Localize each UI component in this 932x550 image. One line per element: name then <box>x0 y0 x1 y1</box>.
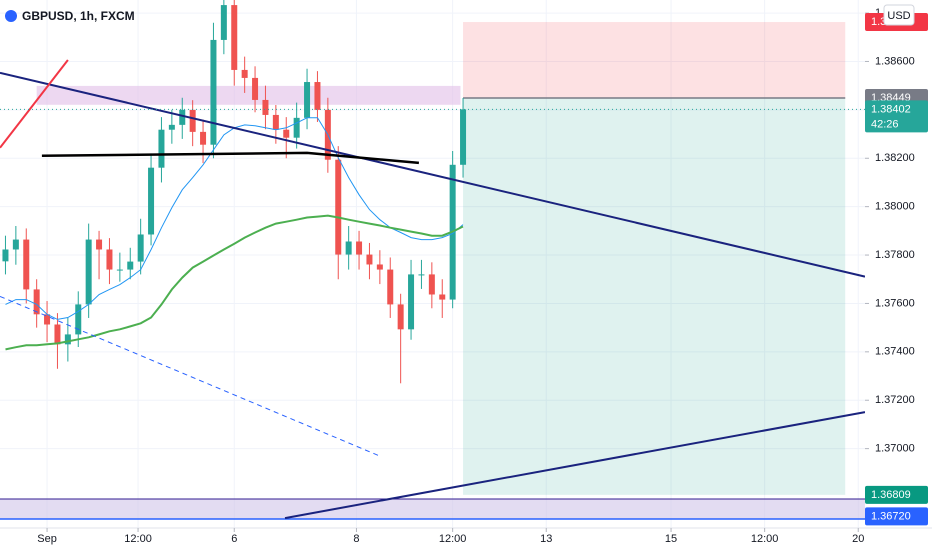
price-label: 1.36720 <box>871 510 911 522</box>
symbol-icon <box>5 10 17 22</box>
y-tick-label: 1.37000 <box>875 443 915 455</box>
candle-body <box>96 239 103 250</box>
candle-body <box>314 82 321 110</box>
x-tick-label: 15 <box>665 533 677 545</box>
candle-body <box>106 249 113 270</box>
candle-body <box>220 5 227 40</box>
candle-body <box>210 39 217 145</box>
candle-body <box>116 269 123 271</box>
trend-line <box>284 411 866 520</box>
candle-body <box>231 5 238 70</box>
countdown: 42:26 <box>871 118 899 130</box>
price-label-bg <box>865 100 928 133</box>
candle-body <box>127 261 134 270</box>
candle-body <box>272 114 279 130</box>
zone <box>36 85 461 105</box>
moving-average <box>5 214 464 351</box>
y-tick-label: 1.37800 <box>875 249 915 261</box>
candle-body <box>12 239 19 250</box>
currency-label: USD <box>887 10 910 22</box>
x-tick-label: 20 <box>852 533 864 545</box>
price-label: 1.38402 <box>871 103 911 115</box>
time-axis <box>0 528 865 550</box>
candle-body <box>168 124 175 130</box>
overlay: GBPUSD, 1h, FXCM USD <box>5 4 915 26</box>
y-tick-label: 1.38000 <box>875 201 915 213</box>
candle-body <box>158 129 165 168</box>
x-tick-label: 13 <box>540 533 552 545</box>
x-tick-label: 12:00 <box>124 533 152 545</box>
candle-body <box>304 82 311 118</box>
candle-body <box>137 234 144 262</box>
price-label-bg <box>865 485 928 504</box>
candle-body <box>64 334 71 345</box>
x-tick-label: 12:00 <box>439 533 467 545</box>
candle-body <box>54 324 61 345</box>
currency-button[interactable] <box>883 4 915 26</box>
y-tick-label: 1.37400 <box>875 346 915 358</box>
candle-body <box>252 77 259 100</box>
candle-body <box>408 274 415 330</box>
candle-body <box>345 241 352 255</box>
x-tick-label: 12:00 <box>751 533 779 545</box>
candle-body <box>85 239 92 305</box>
candle-body <box>387 269 394 305</box>
zone <box>0 498 865 520</box>
candle-body <box>293 117 300 138</box>
price-label: 1.36809 <box>871 489 911 501</box>
candle-body <box>33 289 40 315</box>
candle-body <box>241 69 248 78</box>
x-tick-label: 8 <box>353 533 359 545</box>
candle-body <box>418 274 425 276</box>
price-label-bg <box>865 507 928 526</box>
candle-body <box>148 167 155 235</box>
target-zone <box>463 98 846 495</box>
x-tick-label: Sep <box>37 533 57 545</box>
x-tick-label: 6 <box>231 533 237 545</box>
candle-body <box>262 99 269 115</box>
candle-body <box>2 249 9 262</box>
candle-body <box>335 159 342 255</box>
trend-line <box>0 59 69 149</box>
candle-body <box>376 264 383 270</box>
y-tick-label: 1.38600 <box>875 55 915 67</box>
candle-body <box>283 129 290 138</box>
candle-body <box>200 131 207 145</box>
trend-line <box>0 71 866 278</box>
y-tick-label: 1.37600 <box>875 297 915 309</box>
candle-body <box>356 241 363 255</box>
candle-body <box>189 109 196 132</box>
candle-body <box>44 314 51 325</box>
stop-zone <box>463 22 846 99</box>
chart-title: GBPUSD, 1h, FXCM <box>22 9 135 23</box>
candle-body <box>428 274 435 295</box>
candle-body <box>23 239 30 290</box>
candle-body <box>179 109 186 125</box>
candle-body <box>75 304 82 335</box>
y-tick-label: 1.37200 <box>875 394 915 406</box>
candle-body <box>439 294 446 300</box>
candle-body <box>397 304 404 330</box>
y-tick-label: 1.38200 <box>875 152 915 164</box>
candle-body <box>366 254 373 265</box>
trend-line <box>41 151 420 165</box>
price-axis <box>865 0 932 550</box>
trend-line <box>0 295 381 457</box>
candle-body <box>460 109 467 165</box>
